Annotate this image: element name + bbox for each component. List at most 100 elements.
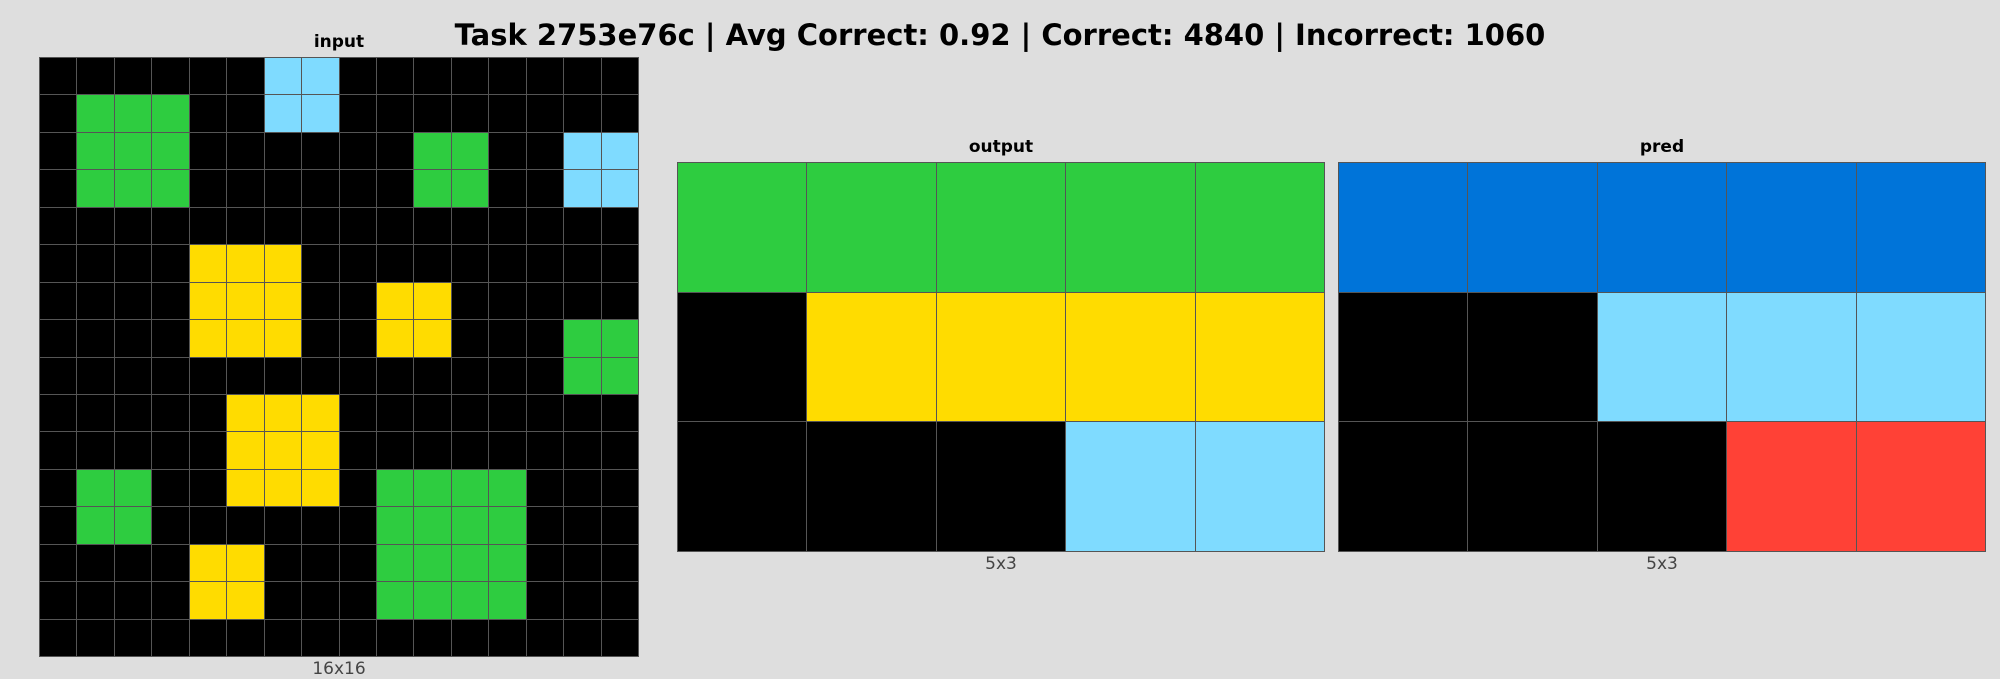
pred-cell <box>1856 292 1985 422</box>
input-cell <box>227 394 264 432</box>
input-cell <box>189 394 227 432</box>
output-grid <box>677 162 1325 552</box>
input-cell <box>451 245 489 282</box>
input-cell <box>302 619 339 656</box>
input-cell <box>302 582 339 619</box>
input-cell <box>227 619 264 656</box>
input-cell <box>526 245 564 282</box>
input-cell <box>526 394 564 432</box>
input-cell <box>601 357 638 394</box>
input-cell <box>489 357 526 394</box>
input-cell <box>526 132 564 170</box>
input-cell <box>302 282 339 320</box>
input-cell <box>114 132 152 170</box>
input-cell <box>564 394 601 432</box>
output-dims-label: 5x3 <box>985 554 1017 574</box>
input-cell <box>601 245 638 282</box>
input-cell <box>227 432 264 469</box>
input-cell <box>339 95 376 132</box>
input-cell <box>414 320 451 357</box>
input-cell <box>414 282 451 320</box>
input-cell <box>227 282 264 320</box>
input-cell <box>601 207 638 245</box>
input-cell <box>40 132 77 170</box>
input-cell <box>264 207 302 245</box>
input-cell <box>564 95 601 132</box>
input-cell <box>227 132 264 170</box>
input-cell <box>601 320 638 357</box>
input-cell <box>526 95 564 132</box>
input-cell <box>376 507 414 544</box>
input-cell <box>601 544 638 582</box>
input-cell <box>264 357 302 394</box>
input-cell <box>414 582 451 619</box>
input-cell <box>189 582 227 619</box>
input-cell <box>227 58 264 95</box>
input-cell <box>601 394 638 432</box>
pred-cell <box>1727 292 1856 422</box>
input-cell <box>189 207 227 245</box>
input-cell <box>302 207 339 245</box>
input-cell <box>152 394 189 432</box>
input-cell <box>264 469 302 507</box>
input-cell <box>114 58 152 95</box>
input-cell <box>77 582 114 619</box>
input-cell <box>40 320 77 357</box>
input-cell <box>601 507 638 544</box>
input-cell <box>189 619 227 656</box>
input-cell <box>526 582 564 619</box>
input-cell <box>339 282 376 320</box>
output-cell <box>678 163 807 292</box>
input-cell <box>376 282 414 320</box>
input-cell <box>601 469 638 507</box>
input-cell <box>227 320 264 357</box>
input-cell <box>339 432 376 469</box>
input-cell <box>264 320 302 357</box>
input-cell <box>489 619 526 656</box>
input-cell <box>376 170 414 207</box>
input-cell <box>40 207 77 245</box>
input-cell <box>77 282 114 320</box>
page-title: Task 2753e76c | Avg Correct: 0.92 | Corr… <box>454 18 1546 52</box>
input-cell <box>414 207 451 245</box>
input-cell <box>264 507 302 544</box>
input-cell <box>264 58 302 95</box>
pred-cell <box>1597 422 1727 551</box>
output-panel-title: output <box>968 137 1034 157</box>
input-cell <box>414 469 451 507</box>
input-cell <box>152 507 189 544</box>
input-cell <box>339 394 376 432</box>
input-cell <box>376 95 414 132</box>
input-cell <box>564 170 601 207</box>
input-cell <box>77 469 114 507</box>
input-cell <box>152 544 189 582</box>
input-cell <box>152 357 189 394</box>
input-cell <box>339 245 376 282</box>
input-cell <box>40 394 77 432</box>
input-cell <box>414 544 451 582</box>
input-cell <box>339 207 376 245</box>
input-cell <box>189 95 227 132</box>
input-cell <box>77 544 114 582</box>
input-cell <box>152 282 189 320</box>
input-cell <box>40 507 77 544</box>
input-cell <box>114 170 152 207</box>
pred-cell <box>1468 422 1597 551</box>
pred-dims-label: 5x3 <box>1646 554 1678 574</box>
input-cell <box>114 544 152 582</box>
input-cell <box>302 469 339 507</box>
input-cell <box>189 544 227 582</box>
input-cell <box>564 58 601 95</box>
input-cell <box>564 207 601 245</box>
input-cell <box>451 95 489 132</box>
input-cell <box>564 507 601 544</box>
input-cell <box>77 245 114 282</box>
input-cell <box>376 394 414 432</box>
input-cell <box>152 432 189 469</box>
input-panel-title: input <box>313 32 365 52</box>
input-cell <box>264 619 302 656</box>
input-cell <box>114 582 152 619</box>
input-cell <box>601 282 638 320</box>
input-cell <box>114 357 152 394</box>
input-cell <box>77 619 114 656</box>
